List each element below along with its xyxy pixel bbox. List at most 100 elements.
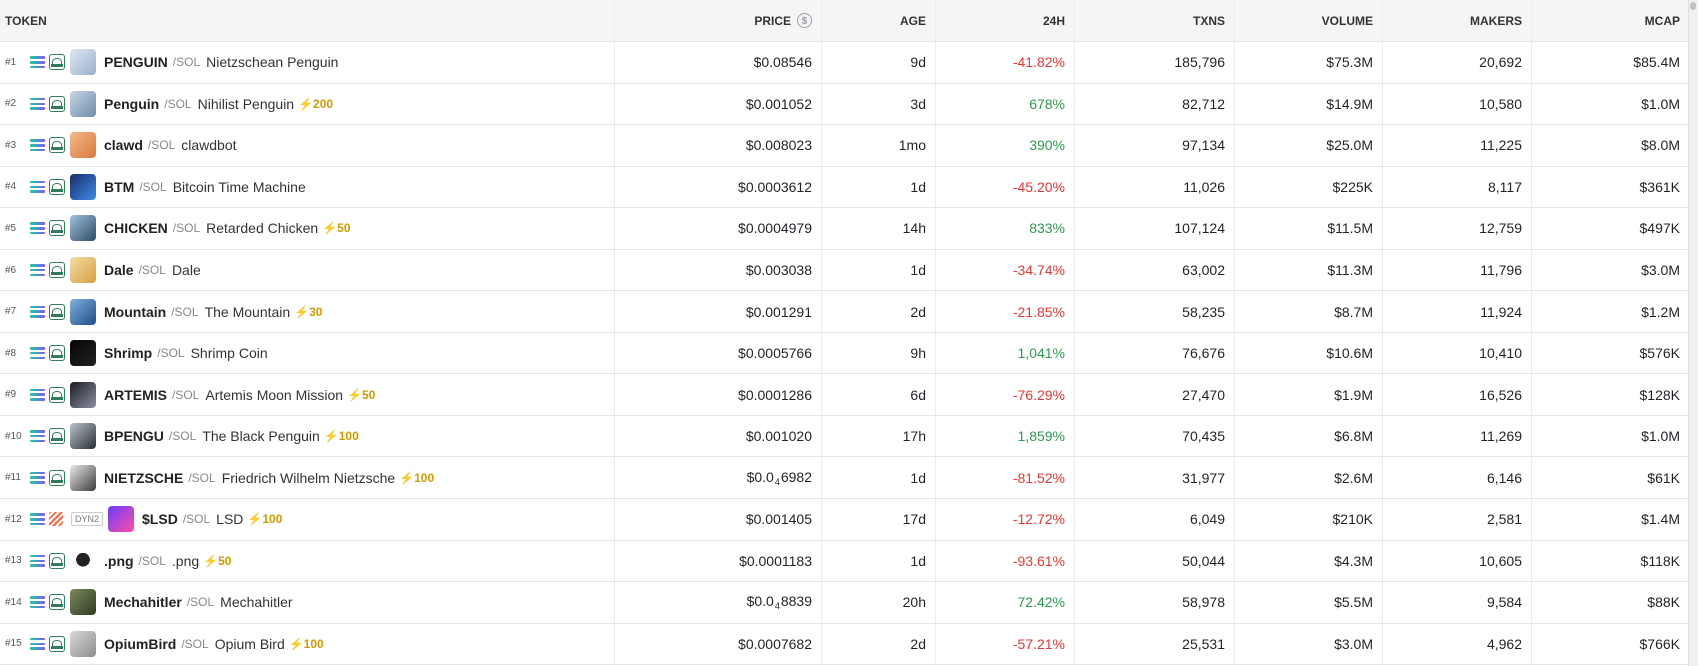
mcap-cell: $766K	[1532, 624, 1689, 665]
table-row[interactable]: #12 DYN2 $LSD/SOL LSD ⚡100 $0.001405 17d -12.72…	[0, 499, 1689, 541]
mcap-value: $1.0M	[1641, 95, 1680, 112]
price-value: $0.08546	[753, 54, 812, 71]
col-price-label: PRICE	[754, 13, 791, 28]
table-row[interactable]: #10 BPENGU/SOL The Black Penguin ⚡100 $0.001…	[0, 415, 1689, 458]
table-row[interactable]: #6 Dale/SOL Dale $0.003038 1d -34.74% 63,002 $1…	[0, 249, 1689, 292]
makers-cell: 10,605	[1383, 540, 1532, 582]
scrollbar-thumb[interactable]	[1690, 2, 1696, 10]
dex-icon	[49, 220, 65, 237]
txns-cell: 6,049	[1075, 499, 1235, 540]
price-cell: $0.001291	[615, 291, 822, 332]
token-avatar	[108, 506, 135, 533]
age-value: 3d	[910, 95, 926, 112]
age-cell: 14h	[822, 208, 936, 249]
table-row[interactable]: #4 BTM/SOL Bitcoin Time Machine $0.0003612 1…	[0, 166, 1689, 209]
token-cell[interactable]: #14 Mechahitler/SOL Mechahitler	[0, 582, 615, 623]
txns-cell: 76,676	[1075, 332, 1235, 374]
change-value: 1,041%	[1017, 345, 1065, 362]
solana-chain-icon	[30, 305, 45, 319]
change-value: 390%	[1029, 137, 1065, 154]
volume-cell: $1.9M	[1235, 374, 1383, 415]
solana-chain-icon	[30, 637, 45, 651]
token-avatar	[70, 173, 96, 200]
token-cell[interactable]: #4 BTM/SOL Bitcoin Time Machine	[0, 166, 615, 208]
token-cell[interactable]: #13 .png/SOL .png ⚡50	[0, 540, 615, 582]
col-24h-header[interactable]: 24H	[936, 0, 1075, 41]
makers-value: 11,924	[1480, 303, 1522, 320]
solana-chain-icon	[30, 512, 45, 526]
token-cell[interactable]: #8 Shrimp/SOL Shrimp Coin	[0, 332, 615, 374]
change-cell: -57.21%	[936, 623, 1075, 665]
token-cell[interactable]: #6 Dale/SOL Dale	[0, 249, 615, 291]
table-row[interactable]: #8 Shrimp/SOL Shrimp Coin $0.0005766 9h 1,041…	[0, 332, 1689, 375]
txns-value: 27,470	[1182, 386, 1225, 403]
quote-symbol: /SOL	[172, 55, 201, 70]
txns-cell: 31,977	[1075, 457, 1235, 499]
makers-value: 10,605	[1479, 552, 1522, 569]
price-value: $0.048839	[747, 593, 812, 611]
currency-toggle-icon[interactable]: $	[797, 13, 812, 28]
mcap-value: $85.4M	[1633, 54, 1680, 71]
change-cell: 1,859%	[936, 415, 1075, 457]
change-cell: -81.52%	[936, 457, 1075, 499]
rank-label: #2	[5, 98, 17, 110]
makers-value: 11,796	[1480, 262, 1522, 278]
rank-label: #15	[5, 638, 22, 650]
price-cell: $0.08546	[615, 42, 822, 83]
col-24h-label: 24H	[1042, 13, 1065, 28]
col-mcap-header[interactable]: MCAP	[1532, 0, 1689, 41]
token-avatar	[70, 49, 96, 76]
col-price-header[interactable]: PRICE $	[615, 0, 822, 41]
col-makers-header[interactable]: MAKERS	[1383, 0, 1532, 41]
token-cell[interactable]: #10 BPENGU/SOL The Black Penguin ⚡100	[0, 415, 615, 457]
price-value: $0.003038	[745, 262, 812, 278]
table-row[interactable]: #5 CHICKEN/SOL Retarded Chicken ⚡50 $0.00049…	[0, 208, 1689, 250]
token-cell[interactable]: #2 Penguin/SOL Nihilist Penguin ⚡200	[0, 83, 615, 125]
quote-symbol: /SOL	[181, 636, 209, 651]
age-value: 17d	[902, 511, 926, 528]
vertical-scrollbar[interactable]	[1688, 0, 1698, 666]
col-age-header[interactable]: AGE	[822, 0, 936, 41]
price-value: $0.0007682	[738, 635, 812, 652]
txns-cell: 58,978	[1075, 582, 1235, 623]
change-value: 1,859%	[1017, 428, 1065, 445]
token-cell[interactable]: #11 NIETZSCHE/SOL Friedrich Wilhelm Nietzs…	[0, 457, 615, 499]
token-cell[interactable]: #1 PENGUIN/SOL Nietzschean Penguin	[0, 42, 615, 83]
token-cell[interactable]: #9 ARTEMIS/SOL Artemis Moon Mission ⚡50	[0, 374, 615, 415]
age-cell: 2d	[822, 623, 936, 665]
table-row[interactable]: #14 Mechahitler/SOL Mechahitler $0.048839 20…	[0, 582, 1689, 624]
volume-value: $1.9M	[1334, 386, 1373, 403]
token-cell[interactable]: #7 Mountain/SOL The Mountain ⚡30	[0, 291, 615, 332]
table-row[interactable]: #15 OpiumBird/SOL Opium Bird ⚡100 $0.0007682…	[0, 623, 1689, 666]
table-row[interactable]: #3 clawd/SOL clawdbot $0.008023 1mo 390% 97,13…	[0, 125, 1689, 167]
rank-label: #14	[5, 596, 22, 608]
price-cell: $0.046982	[615, 457, 822, 499]
makers-value: 11,269	[1480, 428, 1522, 445]
solana-chain-icon	[30, 471, 45, 485]
rank-label: #4	[5, 181, 17, 193]
price-cell: $0.0003612	[615, 166, 822, 208]
table-row[interactable]: #7 Mountain/SOL The Mountain ⚡30 $0.001291 2d…	[0, 291, 1689, 333]
col-txns-header[interactable]: TXNS	[1075, 0, 1235, 41]
boost-badge: ⚡200	[298, 96, 334, 111]
table-row[interactable]: #1 PENGUIN/SOL Nietzschean Penguin $0.08546…	[0, 42, 1689, 84]
col-volume-header[interactable]: VOLUME	[1235, 0, 1383, 41]
token-cell[interactable]: #12 DYN2 $LSD/SOL LSD ⚡100	[0, 499, 615, 540]
table-row[interactable]: #2 Penguin/SOL Nihilist Penguin ⚡200 $0.0010…	[0, 83, 1689, 126]
table-row[interactable]: #9 ARTEMIS/SOL Artemis Moon Mission ⚡50 $0.0…	[0, 374, 1689, 416]
token-avatar	[70, 340, 96, 367]
dex-icon	[49, 54, 65, 71]
table-row[interactable]: #11 NIETZSCHE/SOL Friedrich Wilhelm Nietzs…	[0, 457, 1689, 500]
txns-value: 58,978	[1182, 594, 1225, 611]
token-cell[interactable]: #3 clawd/SOL clawdbot	[0, 125, 615, 166]
token-cell[interactable]: #15 OpiumBird/SOL Opium Bird ⚡100	[0, 623, 615, 665]
change-value: -45.20%	[1012, 178, 1065, 195]
token-cell[interactable]: #5 CHICKEN/SOL Retarded Chicken ⚡50	[0, 208, 615, 249]
col-token-header[interactable]: TOKEN	[0, 0, 615, 41]
token-symbol: Shrimp	[104, 345, 153, 362]
age-value: 2d	[910, 635, 926, 652]
volume-cell: $75.3M	[1235, 42, 1383, 83]
table-row[interactable]: #13 .png/SOL .png ⚡50 $0.0001183 1d -93.61% 50,…	[0, 540, 1689, 583]
solana-chain-icon	[30, 429, 45, 443]
dex-icon	[49, 262, 65, 278]
